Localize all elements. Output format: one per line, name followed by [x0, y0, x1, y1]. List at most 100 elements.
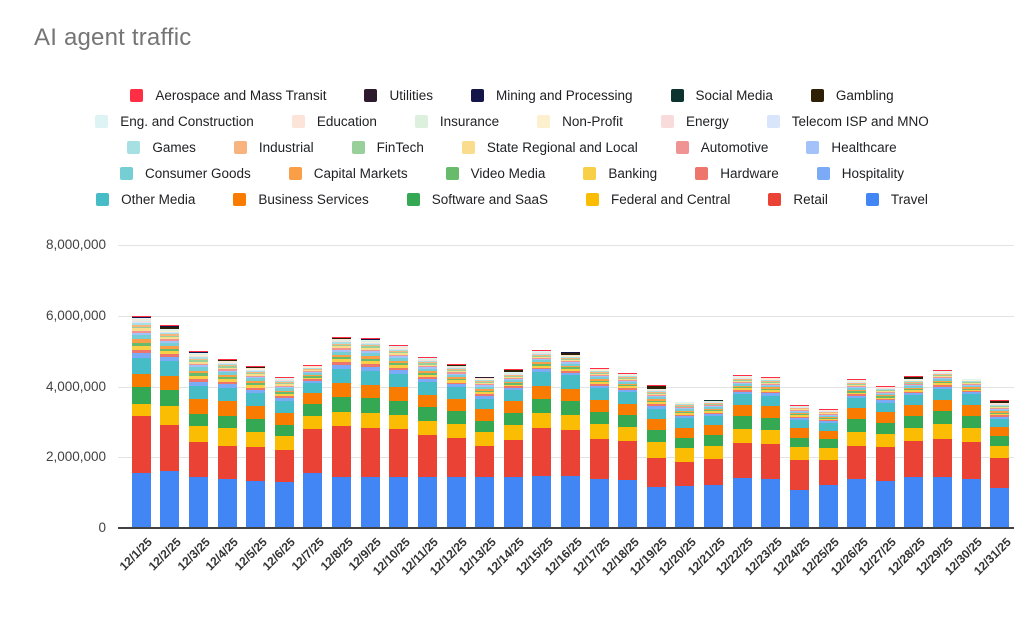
- stacked-bar-12-7-25[interactable]: [303, 365, 323, 527]
- bar-segment-state-regional-and-local[interactable]: [961, 383, 981, 385]
- bar-segment-fintech[interactable]: [446, 370, 466, 372]
- bar-segment-business-services[interactable]: [847, 408, 867, 420]
- bar-segment-automotive[interactable]: [732, 381, 752, 383]
- bar-segment-federal-and-central[interactable]: [818, 448, 838, 460]
- bar-segment-telecom-isp-and-mno[interactable]: [332, 341, 352, 343]
- bar-segment-other-media[interactable]: [131, 358, 151, 374]
- bar-segment-hospitality[interactable]: [589, 385, 609, 389]
- bar-segment-retail[interactable]: [847, 445, 867, 480]
- bar-segment-fintech[interactable]: [761, 381, 781, 383]
- bar-segment-capital-markets[interactable]: [761, 387, 781, 389]
- bar-segment-education[interactable]: [217, 361, 237, 362]
- bar-segment-software-and-saas[interactable]: [732, 416, 752, 429]
- bar-segment-business-services[interactable]: [646, 419, 666, 431]
- bar-segment-industrial[interactable]: [618, 377, 638, 378]
- bar-segment-games[interactable]: [189, 357, 209, 359]
- bar-segment-fintech[interactable]: [532, 355, 552, 357]
- legend-item-automotive[interactable]: Automotive: [675, 140, 768, 155]
- bar-segment-fintech[interactable]: [904, 382, 924, 384]
- stacked-bar-12-6-25[interactable]: [274, 377, 294, 527]
- bar-segment-video-media[interactable]: [561, 367, 580, 369]
- legend-item-industrial[interactable]: Industrial: [233, 140, 314, 155]
- bar-segment-games[interactable]: [561, 357, 580, 359]
- bar-segment-fintech[interactable]: [303, 369, 323, 371]
- bar-segment-capital-markets[interactable]: [732, 385, 752, 388]
- bar-segment-games[interactable]: [303, 368, 323, 369]
- bar-segment-healthcare[interactable]: [932, 377, 952, 379]
- bar-segment-consumer-goods[interactable]: [389, 358, 409, 361]
- bar-segment-healthcare[interactable]: [904, 385, 924, 387]
- bar-segment-capital-markets[interactable]: [503, 381, 523, 384]
- bar-segment-banking[interactable]: [990, 413, 1010, 416]
- bar-segment-aerospace-and-mass-transit[interactable]: [847, 379, 867, 380]
- bar-segment-other-media[interactable]: [961, 394, 981, 405]
- bar-segment-telecom-isp-and-mno[interactable]: [389, 349, 409, 350]
- bar-segment-aerospace-and-mass-transit[interactable]: [561, 351, 580, 353]
- bar-segment-capital-markets[interactable]: [847, 389, 867, 392]
- bar-segment-games[interactable]: [789, 407, 809, 409]
- bar-segment-travel[interactable]: [360, 477, 380, 527]
- bar-segment-other-media[interactable]: [475, 398, 495, 410]
- bar-segment-business-services[interactable]: [303, 392, 323, 404]
- bar-segment-retail[interactable]: [217, 445, 237, 480]
- bar-segment-federal-and-central[interactable]: [761, 429, 781, 444]
- bar-segment-state-regional-and-local[interactable]: [217, 367, 237, 370]
- bar-segment-gambling[interactable]: [160, 326, 180, 330]
- bar-segment-consumer-goods[interactable]: [131, 335, 151, 340]
- legend-item-telecom-isp-and-mno[interactable]: Telecom ISP and MNO: [766, 114, 929, 129]
- bar-segment-banking[interactable]: [732, 388, 752, 391]
- bar-segment-telecom-isp-and-mno[interactable]: [246, 370, 266, 371]
- bar-segment-travel[interactable]: [189, 477, 209, 527]
- bar-segment-consumer-goods[interactable]: [789, 411, 809, 414]
- bar-segment-travel[interactable]: [389, 476, 409, 527]
- stacked-bar-12-15-25[interactable]: [532, 350, 552, 527]
- legend-item-state-regional-and-local[interactable]: State Regional and Local: [461, 140, 638, 155]
- bar-segment-business-services[interactable]: [618, 403, 638, 416]
- bar-segment-capital-markets[interactable]: [818, 416, 838, 418]
- bar-segment-healthcare[interactable]: [160, 340, 180, 343]
- legend-item-mining-and-processing[interactable]: Mining and Processing: [470, 88, 633, 103]
- bar-segment-automotive[interactable]: [131, 330, 151, 333]
- bar-segment-energy[interactable]: [246, 369, 266, 371]
- bar-segment-federal-and-central[interactable]: [561, 414, 580, 430]
- bar-segment-healthcare[interactable]: [561, 362, 580, 364]
- bar-segment-retail[interactable]: [789, 459, 809, 490]
- bar-segment-aerospace-and-mass-transit[interactable]: [360, 338, 380, 340]
- bar-segment-software-and-saas[interactable]: [389, 400, 409, 415]
- bar-segment-industrial[interactable]: [990, 405, 1010, 407]
- bar-segment-video-media[interactable]: [503, 383, 523, 385]
- bar-segment-healthcare[interactable]: [961, 384, 981, 386]
- stacked-bar-12-31-25[interactable]: [990, 400, 1010, 527]
- bar-segment-state-regional-and-local[interactable]: [446, 371, 466, 373]
- bar-segment-capital-markets[interactable]: [789, 413, 809, 415]
- bar-segment-retail[interactable]: [360, 427, 380, 478]
- bar-segment-insurance[interactable]: [332, 339, 352, 341]
- bar-segment-automotive[interactable]: [961, 384, 981, 385]
- bar-segment-retail[interactable]: [446, 437, 466, 477]
- bar-segment-business-services[interactable]: [446, 398, 466, 412]
- bar-segment-fintech[interactable]: [246, 372, 266, 375]
- bar-segment-automotive[interactable]: [847, 385, 867, 387]
- bar-segment-software-and-saas[interactable]: [847, 419, 867, 432]
- legend-item-video-media[interactable]: Video Media: [445, 166, 545, 181]
- bar-segment-retail[interactable]: [131, 415, 151, 473]
- bar-segment-games[interactable]: [160, 333, 180, 335]
- bar-segment-video-media[interactable]: [389, 363, 409, 366]
- bar-segment-banking[interactable]: [217, 379, 237, 383]
- bar-segment-hospitality[interactable]: [532, 369, 552, 373]
- bar-segment-hardware[interactable]: [561, 370, 580, 373]
- legend-item-fintech[interactable]: FinTech: [351, 140, 424, 155]
- bar-segment-business-services[interactable]: [503, 401, 523, 414]
- bar-segment-industrial[interactable]: [475, 381, 495, 383]
- bar-segment-hospitality[interactable]: [389, 370, 409, 374]
- bar-segment-banking[interactable]: [618, 386, 638, 389]
- bar-segment-energy[interactable]: [332, 341, 352, 342]
- bar-segment-insurance[interactable]: [360, 341, 380, 342]
- bar-segment-video-media[interactable]: [618, 385, 638, 387]
- bar-segment-hardware[interactable]: [961, 391, 981, 393]
- bar-segment-business-services[interactable]: [217, 401, 237, 416]
- bar-segment-games[interactable]: [904, 381, 924, 383]
- bar-segment-fintech[interactable]: [704, 403, 724, 405]
- bar-segment-industrial[interactable]: [932, 374, 952, 376]
- bar-segment-games[interactable]: [332, 342, 352, 344]
